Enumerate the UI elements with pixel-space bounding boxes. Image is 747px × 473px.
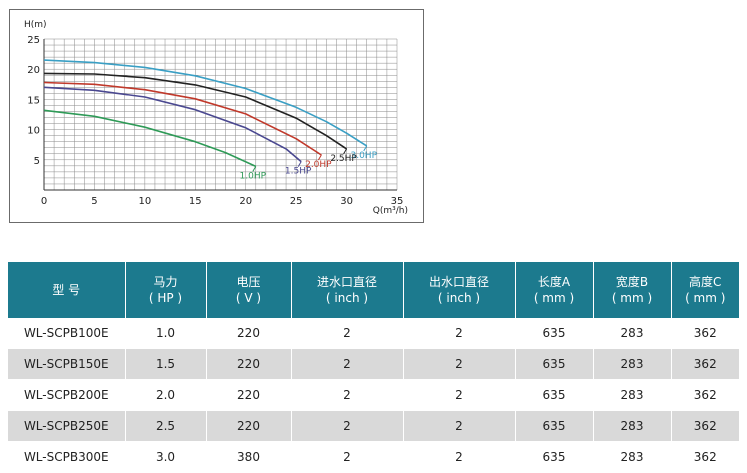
y-axis-label: H(m) [24,20,47,30]
series-label-leader [317,154,322,161]
cell-horsepower: 1.0 [125,318,207,349]
cell-model: WL-SCPB250E [8,410,126,442]
cell-horsepower: 2.5 [125,410,207,442]
x-tick-label: 30 [340,196,353,207]
header-outlet-diameter: 出水口直径( inch ) [403,262,516,318]
header-model: 型 号 [8,262,126,318]
x-tick-label: 25 [290,196,303,207]
table-row: WL-SCPB300E 3.0 380 2 2 635 283 362 [8,441,739,473]
x-tick-label: 5 [91,196,97,207]
series-label-leader [252,166,257,172]
cell-length: 635 [515,318,594,349]
y-tick-label: 5 [34,156,40,167]
cell-outlet-diameter: 2 [403,318,516,349]
series-line [43,81,322,156]
y-tick-label: 20 [27,65,40,76]
series-label: 1.0HP [240,171,267,181]
cell-horsepower: 3.0 [125,441,207,473]
x-tick-label: 15 [189,196,202,207]
cell-voltage: 220 [206,379,292,411]
table-row: WL-SCPB200E 2.0 220 2 2 635 283 362 [8,379,739,411]
header-horsepower: 马力( HP ) [125,262,207,318]
cell-width: 283 [593,441,672,473]
cell-model: WL-SCPB100E [8,318,126,349]
y-tick-label: 10 [27,126,40,137]
series-label: 2.0HP [305,160,332,170]
cell-width: 283 [593,410,672,442]
cell-outlet-diameter: 2 [403,441,516,473]
header-voltage: 电压( V ) [206,262,292,318]
table-row: WL-SCPB250E 2.5 220 2 2 635 283 362 [8,410,739,442]
header-height: 高度C( mm ) [671,262,739,318]
pump-curve-svg: 0 5 10 15 20 25 30 35510152025H(m)Q(m³/h)3.0HP2… [24,20,408,216]
table-row: WL-SCPB100E 1.0 220 2 2 635 283 362 [8,318,739,349]
table-header-row: 型 号 马力( HP ) 电压( V ) 进水口直径( inch ) 出水口直径… [8,262,739,318]
cell-inlet-diameter: 2 [291,318,404,349]
cell-length: 635 [515,379,594,411]
cell-height: 362 [671,318,739,349]
spec-table: 型 号 马力( HP ) 电压( V ) 进水口直径( inch ) 出水口直径… [8,262,739,473]
cell-inlet-diameter: 2 [291,441,404,473]
pump-curve-chart: 0 5 10 15 20 25 30 35 5 10 15 20 25 H(m) Q(m³/h) 3.0HP 2… [9,9,424,223]
cell-model: WL-SCPB150E [8,348,126,380]
cell-horsepower: 1.5 [125,348,207,380]
cell-height: 362 [671,410,739,442]
cell-inlet-diameter: 2 [291,410,404,442]
cell-outlet-diameter: 2 [403,379,516,411]
series-line [43,59,368,147]
cell-voltage: 220 [206,348,292,380]
x-tick-label: 20 [239,196,252,207]
cell-width: 283 [593,379,672,411]
series-line [43,86,302,163]
series-label: 1.5HP [285,167,312,177]
cell-model: WL-SCPB300E [8,441,126,473]
cell-horsepower: 2.0 [125,379,207,411]
cell-inlet-diameter: 2 [291,348,404,380]
table-row: WL-SCPB150E 1.5 220 2 2 635 283 362 [8,348,739,380]
series-label-leader [343,148,348,155]
cell-voltage: 220 [206,318,292,349]
cell-voltage: 380 [206,441,292,473]
cell-width: 283 [593,348,672,380]
cell-width: 283 [593,318,672,349]
cell-outlet-diameter: 2 [403,348,516,380]
x-tick-label: 0 [41,196,47,207]
cell-model: WL-SCPB200E [8,379,126,411]
x-tick-label: 35 [391,196,404,207]
cell-height: 362 [671,348,739,380]
cell-outlet-diameter: 2 [403,410,516,442]
series-line [43,109,257,168]
y-tick-label: 25 [27,35,40,46]
series-line [43,72,348,150]
x-axis-label: Q(m³/h) [373,206,408,216]
cell-inlet-diameter: 2 [291,379,404,411]
cell-length: 635 [515,348,594,380]
header-width: 宽度B( mm ) [593,262,672,318]
series-label: 3.0HP [350,151,377,161]
header-length: 长度A( mm ) [515,262,594,318]
cell-voltage: 220 [206,410,292,442]
cell-length: 635 [515,441,594,473]
y-tick-label: 15 [27,95,40,106]
series-label-leader [297,161,302,167]
header-inlet-diameter: 进水口直径( inch ) [291,262,404,318]
series-label-leader [363,145,368,152]
cell-height: 362 [671,379,739,411]
series-label: 2.5HP [330,154,357,164]
cell-length: 635 [515,410,594,442]
cell-height: 362 [671,441,739,473]
x-tick-label: 10 [138,196,151,207]
